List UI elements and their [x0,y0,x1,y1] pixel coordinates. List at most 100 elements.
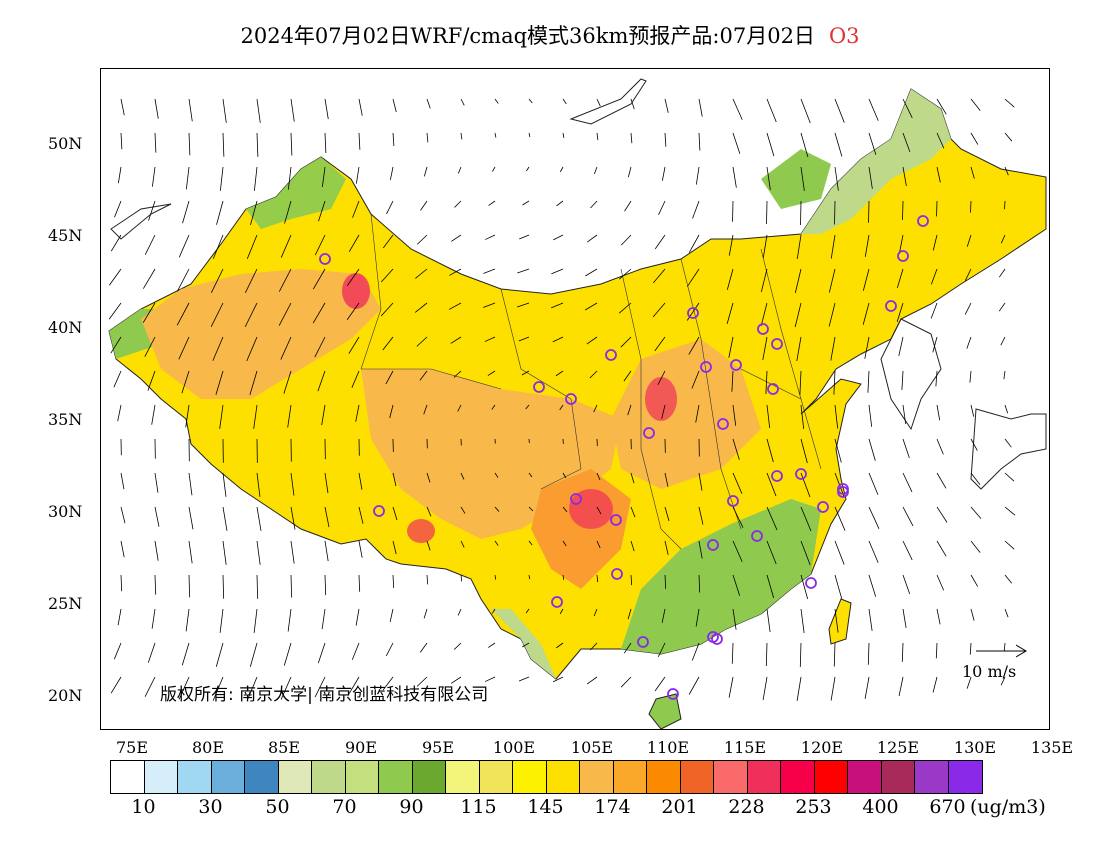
wind-arrow [210,302,224,327]
wind-arrow [249,370,258,395]
wind-arrow [113,370,122,388]
wind-arrow [358,132,361,150]
wind-arrow [318,200,326,222]
wind-arrow [834,404,839,429]
wind-arrow [664,98,669,113]
wind-arrow [654,234,666,250]
wind-arrow [246,336,258,362]
wind-arrow [664,132,667,147]
wind-arrow [596,574,599,583]
wind-arrow [834,506,846,531]
wind-arrow [385,370,394,385]
wind-arrow [688,676,700,695]
wind-arrow [936,506,948,523]
wind-arrow [414,302,428,313]
colorbar-swatch [245,761,279,793]
wind-arrow [392,540,397,555]
wind-arrow [287,404,292,428]
wind-arrow [324,574,327,596]
wind-arrow [664,472,669,487]
wind-arrow [596,506,602,515]
wind-arrow [314,234,326,256]
wind-arrow [766,472,777,497]
lon-label-100e: 100E [492,738,536,757]
wind-arrow [964,268,972,281]
wind-arrow [1004,608,1009,618]
wind-arrow [864,676,870,699]
wind-arrow [358,98,363,116]
wind-arrow [560,166,564,173]
wind-arrow [460,472,465,480]
colorbar-swatch [814,761,848,793]
wind-arrow [688,234,700,253]
lat-label-30n: 30N [48,502,83,521]
wind-arrow [525,404,530,410]
wind-arrow [321,608,326,630]
wind-arrow [619,268,632,280]
wind-arrow [692,200,700,219]
wind-arrow [117,608,122,626]
region-northeast-green [801,89,951,234]
wind-arrow [630,98,635,110]
wind-arrow [800,472,811,498]
wind-arrow [415,268,428,279]
wind-arrow [936,608,941,625]
wind-arrow [732,404,737,426]
city-station-marker [373,505,385,517]
wind-arrow [188,574,191,598]
wind-arrow [868,404,873,427]
wind-arrow [494,98,499,104]
wind-arrow [494,132,497,138]
wind-arrow [587,234,598,243]
wind-arrow [698,540,703,559]
wind-arrow [280,336,292,360]
wind-arrow [1004,404,1009,414]
lon-label-105e: 105E [570,738,614,757]
wind-arrow [420,200,428,211]
wind-arrow [930,302,938,319]
colorbar-swatch [111,761,145,793]
wind-arrow [766,98,777,123]
colorbar-tick-label: 115 [460,796,497,818]
wind-arrow [766,404,771,429]
wind-arrow [800,404,805,430]
wind-arrow [358,472,363,490]
wind-arrow [426,132,429,143]
wind-arrow [212,336,224,361]
wind-arrow [728,676,734,698]
wind-arrow [902,98,913,119]
wind-arrow [799,642,802,667]
wind-arrow [765,642,768,666]
wind-arrow [1004,506,1016,516]
wind-arrow [219,608,224,633]
colorbar-swatch [781,761,815,793]
wind-arrow [658,200,666,216]
wind-arrow [176,268,190,292]
wind-arrow [188,132,191,156]
wind-arrow [654,676,666,692]
wind-arrow [321,166,326,188]
wind-arrow [552,336,564,343]
wind-arrow [382,234,394,249]
korea-outline [880,318,942,431]
city-station-marker [885,300,897,312]
wind-arrow [491,404,496,410]
city-station-marker [767,383,779,395]
wind-arrow [222,132,225,157]
wind-arrow [970,574,979,587]
colorbar-tick-label: 10 [131,796,156,818]
wind-arrow [553,234,564,241]
wind-arrow [627,608,632,620]
wind-arrow [185,166,190,190]
lat-label-25n: 25N [48,594,83,613]
wind-arrow [862,302,870,325]
wind-arrow [1003,642,1006,652]
wind-arrow [698,506,704,525]
wind-arrow [766,608,771,633]
wind-arrow [249,642,258,667]
wind-arrow [324,132,327,154]
colorbar-swatch [278,761,312,793]
wind-arrow [457,404,462,412]
hotspot-shanxi [645,377,677,421]
lat-label-50n: 50N [48,134,83,153]
